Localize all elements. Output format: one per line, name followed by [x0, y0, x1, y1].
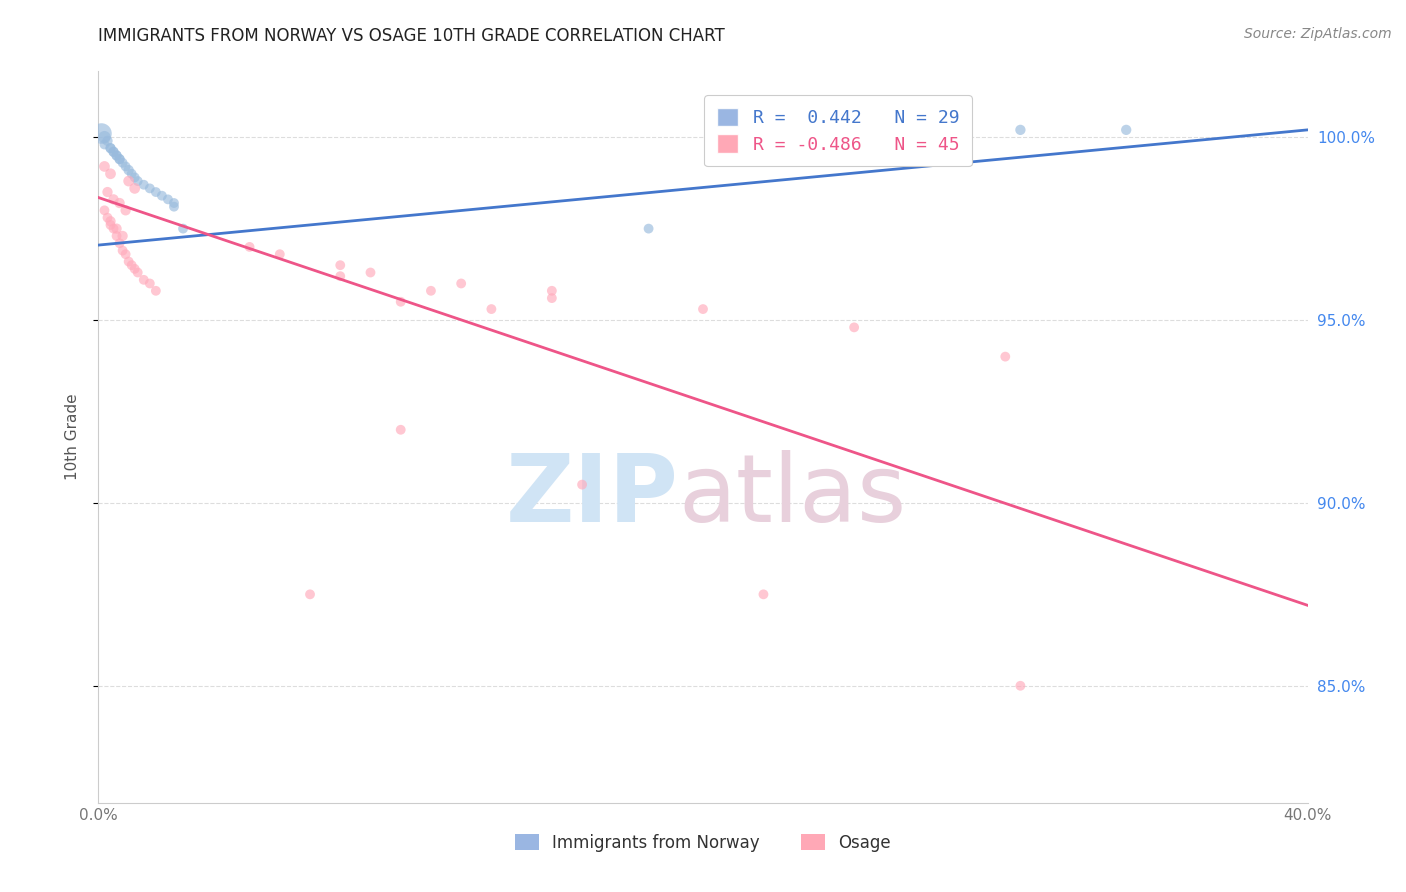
Point	[540, 284, 562, 298]
Point	[329, 269, 352, 284]
Point	[118, 163, 141, 178]
Point	[100, 218, 122, 232]
Point	[145, 185, 167, 199]
Point	[103, 145, 125, 159]
Point	[108, 236, 131, 251]
Text: IMMIGRANTS FROM NORWAY VS OSAGE 10TH GRADE CORRELATION CHART: IMMIGRANTS FROM NORWAY VS OSAGE 10TH GRA…	[98, 27, 725, 45]
Point	[114, 203, 136, 218]
Point	[114, 247, 136, 261]
Point	[103, 193, 125, 207]
Point	[163, 200, 186, 214]
Point	[100, 214, 122, 228]
Point	[108, 152, 131, 166]
Point	[844, 320, 866, 334]
Point	[127, 174, 149, 188]
Point	[111, 155, 134, 169]
Point	[299, 587, 322, 601]
Point	[139, 277, 162, 291]
Point	[540, 291, 562, 305]
Point	[1010, 123, 1032, 137]
Point	[105, 221, 128, 235]
Point	[118, 174, 141, 188]
Point	[637, 221, 659, 235]
Point	[118, 254, 141, 268]
Point	[420, 284, 443, 298]
Point	[692, 302, 714, 317]
Point	[132, 273, 155, 287]
Point	[132, 178, 155, 192]
Point	[96, 211, 118, 225]
Point	[121, 258, 143, 272]
Point	[156, 193, 179, 207]
Point	[124, 181, 146, 195]
Point	[360, 266, 382, 280]
Point	[1010, 679, 1032, 693]
Point	[93, 203, 115, 218]
Text: Source: ZipAtlas.com: Source: ZipAtlas.com	[1244, 27, 1392, 41]
Point	[96, 134, 118, 148]
Legend: Immigrants from Norway, Osage: Immigrants from Norway, Osage	[508, 826, 898, 860]
Point	[100, 141, 122, 155]
Point	[93, 160, 115, 174]
Point	[172, 221, 194, 235]
Point	[100, 167, 122, 181]
Point	[145, 284, 167, 298]
Point	[124, 170, 146, 185]
Text: ZIP: ZIP	[506, 450, 679, 541]
Point	[111, 244, 134, 258]
Point	[121, 167, 143, 181]
Point	[752, 587, 775, 601]
Point	[103, 221, 125, 235]
Point	[269, 247, 291, 261]
Point	[108, 152, 131, 166]
Point	[105, 148, 128, 162]
Point	[450, 277, 472, 291]
Point	[481, 302, 503, 317]
Y-axis label: 10th Grade: 10th Grade	[65, 393, 80, 481]
Text: atlas: atlas	[679, 450, 907, 541]
Point	[111, 229, 134, 244]
Point	[389, 423, 412, 437]
Point	[1115, 123, 1137, 137]
Point	[389, 294, 412, 309]
Point	[163, 196, 186, 211]
Point	[93, 130, 115, 145]
Point	[239, 240, 262, 254]
Point	[105, 229, 128, 244]
Point	[329, 258, 352, 272]
Point	[105, 148, 128, 162]
Point	[108, 196, 131, 211]
Point	[100, 141, 122, 155]
Point	[93, 137, 115, 152]
Point	[127, 266, 149, 280]
Point	[994, 350, 1017, 364]
Point	[124, 261, 146, 276]
Point	[150, 188, 173, 202]
Point	[90, 127, 112, 141]
Point	[571, 477, 593, 491]
Point	[96, 185, 118, 199]
Point	[103, 145, 125, 159]
Point	[139, 181, 162, 195]
Point	[114, 160, 136, 174]
